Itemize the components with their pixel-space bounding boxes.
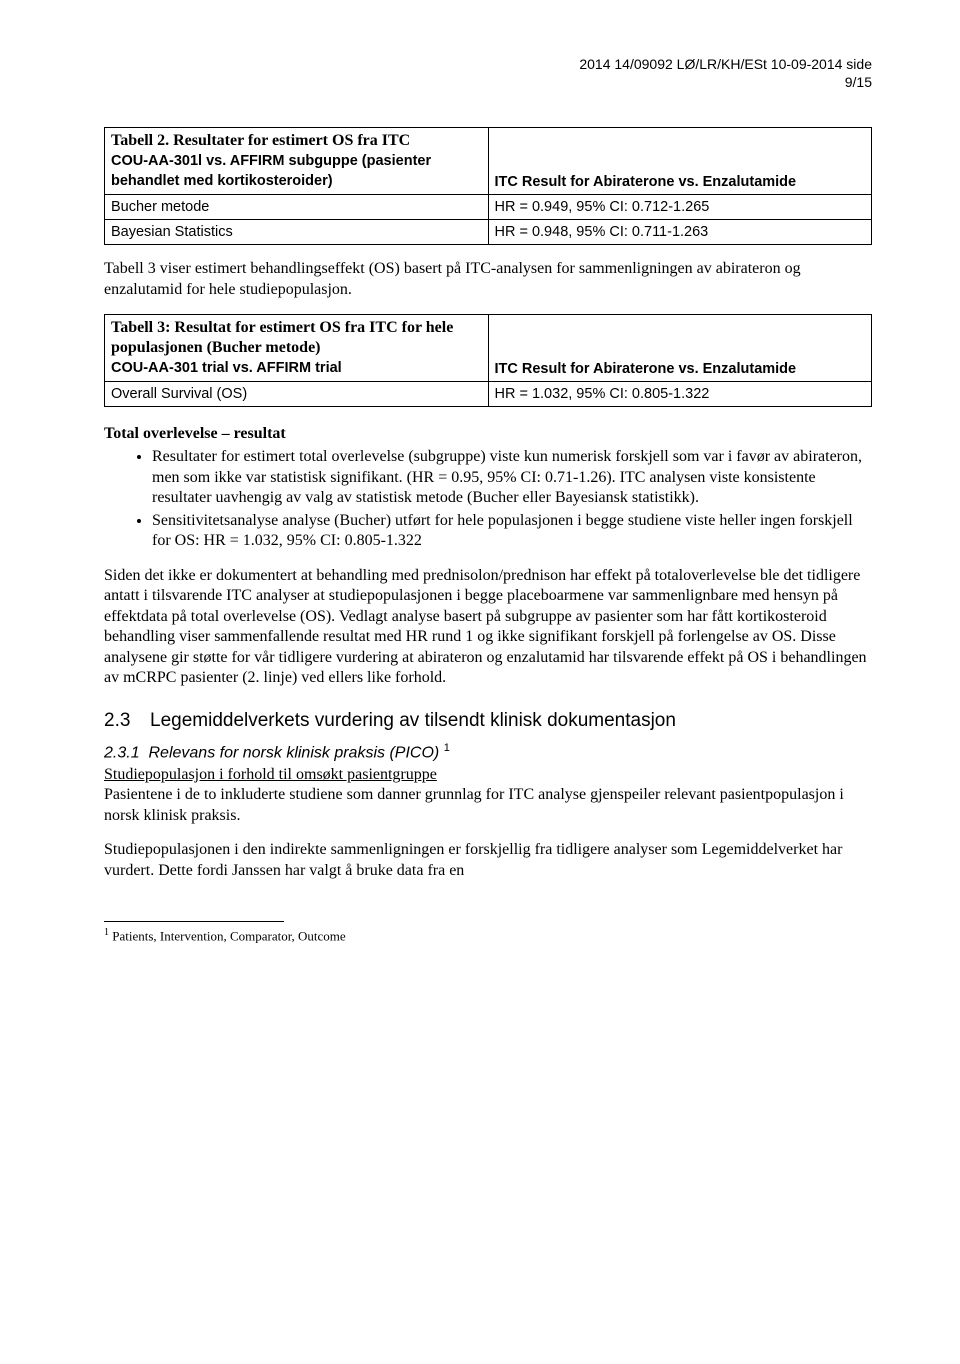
- table-2-header-right: ITC Result for Abiraterone vs. Enzalutam…: [488, 128, 872, 195]
- table-row: HR = 0.949, 95% CI: 0.712-1.265: [488, 195, 872, 220]
- heading-total-overlevelse: Total overlevelse – resultat: [104, 425, 872, 443]
- header-line-2: 9/15: [104, 74, 872, 92]
- footnote: 1 Patients, Intervention, Comparator, Ou…: [104, 926, 872, 945]
- list-item: Sensitivitetsanalyse analyse (Bucher) ut…: [152, 511, 872, 552]
- footnote-text: Patients, Intervention, Comparator, Outc…: [109, 928, 346, 943]
- paragraph: Siden det ikke er dokumentert at behandl…: [104, 566, 872, 689]
- table-3-caption: Tabell 3: Resultat for estimert OS fra I…: [111, 319, 453, 356]
- table-row: Overall Survival (OS): [105, 382, 489, 407]
- table-2-caption: Tabell 2. Resultater for estimert OS fra…: [111, 132, 410, 149]
- table-row: HR = 0.948, 95% CI: 0.711-1.263: [488, 220, 872, 245]
- paragraph-text: Pasientene i de to inkluderte studiene s…: [104, 786, 844, 823]
- table-2-subhead-1: COU-AA-301l vs. AFFIRM subguppe (pasient…: [111, 153, 431, 169]
- table-2-subhead-2: behandlet med kortikosteroider): [111, 173, 333, 189]
- table-3-header-right: ITC Result for Abiraterone vs. Enzalutam…: [488, 315, 872, 382]
- table-2: Tabell 2. Resultater for estimert OS fra…: [104, 127, 872, 245]
- subsection-title: Relevans for norsk klinisk praksis (PICO…: [148, 745, 439, 762]
- table-3-header-left: Tabell 3: Resultat for estimert OS fra I…: [105, 315, 489, 382]
- header-line-1: 2014 14/09092 LØ/LR/KH/ESt 10-09-2014 si…: [579, 56, 872, 72]
- list-item: Resultater for estimert total overlevels…: [152, 447, 872, 508]
- footnote-ref: 1: [444, 742, 450, 754]
- paragraph: Tabell 3 viser estimert behandlingseffek…: [104, 259, 872, 300]
- bullet-list: Resultater for estimert total overlevels…: [104, 447, 872, 551]
- underlined-heading: Studiepopulasjon i forhold til omsøkt pa…: [104, 766, 437, 783]
- table-row: Bucher metode: [105, 195, 489, 220]
- section-2-3-title: 2.3Legemiddelverkets vurdering av tilsen…: [104, 710, 872, 732]
- subsection-2-3-1-title: 2.3.1 Relevans for norsk klinisk praksis…: [104, 742, 872, 762]
- table-row: HR = 1.032, 95% CI: 0.805-1.322: [488, 382, 872, 407]
- table-3: Tabell 3: Resultat for estimert OS fra I…: [104, 314, 872, 407]
- section-number: 2.3: [104, 710, 150, 732]
- table-2-header-left: Tabell 2. Resultater for estimert OS fra…: [105, 128, 489, 195]
- paragraph: Studiepopulasjonen i den indirekte samme…: [104, 840, 872, 881]
- subsection-number: 2.3.1: [104, 745, 140, 762]
- paragraph: Studiepopulasjon i forhold til omsøkt pa…: [104, 765, 872, 826]
- page-header: 2014 14/09092 LØ/LR/KH/ESt 10-09-2014 si…: [104, 56, 872, 91]
- table-row: Bayesian Statistics: [105, 220, 489, 245]
- section-title: Legemiddelverkets vurdering av tilsendt …: [150, 710, 676, 731]
- footnote-rule: [104, 921, 284, 922]
- table-3-subhead: COU-AA-301 trial vs. AFFIRM trial: [111, 360, 342, 376]
